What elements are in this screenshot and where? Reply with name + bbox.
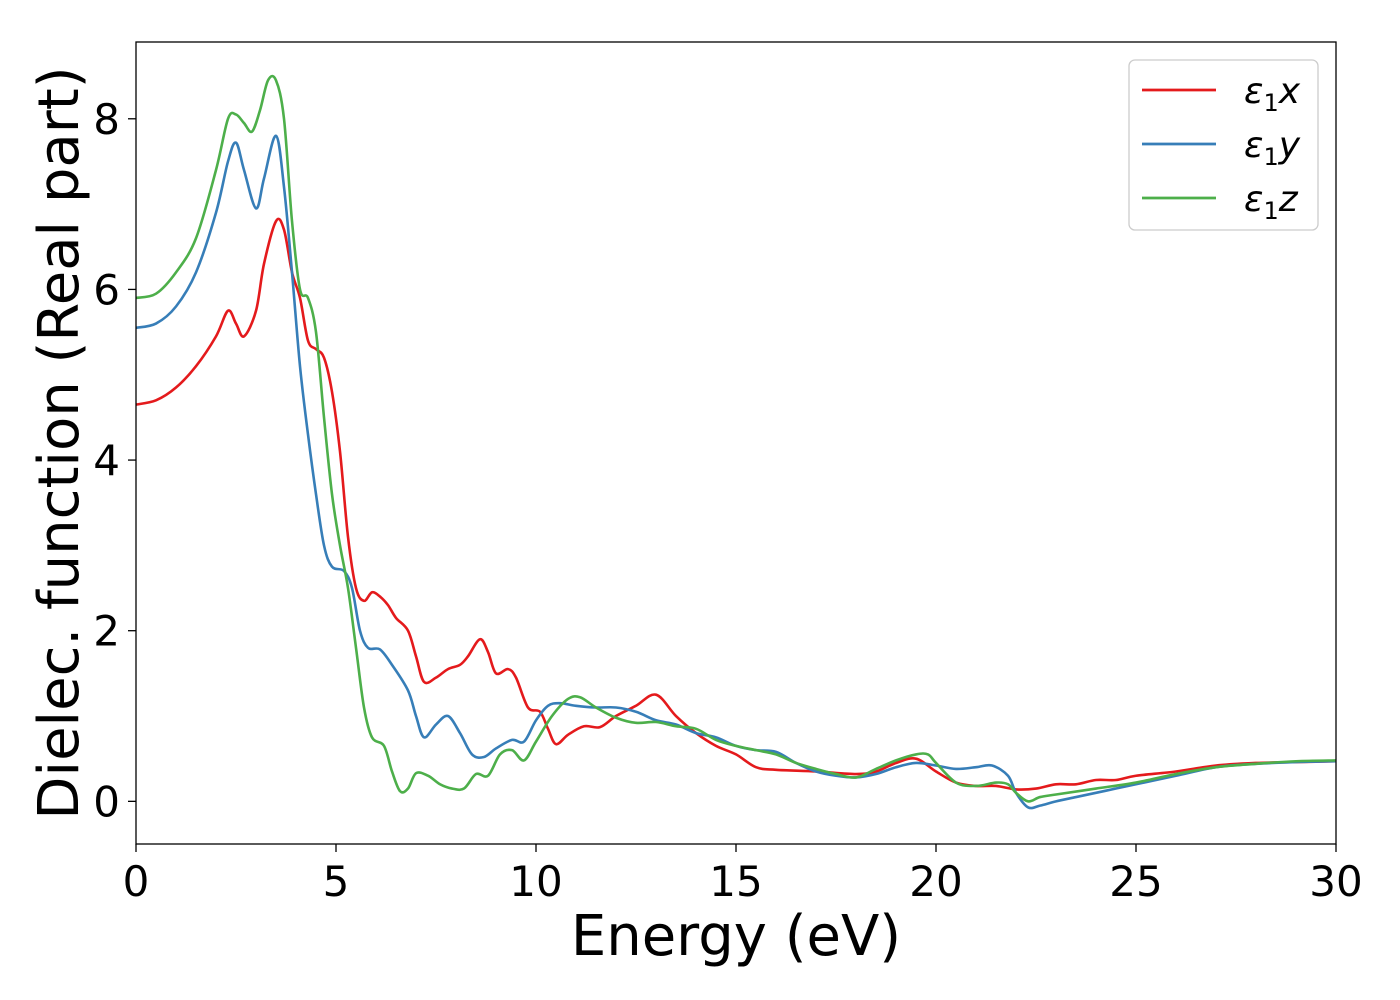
y-tick-label: 2 xyxy=(93,607,120,656)
x-tick-label: 25 xyxy=(1109,857,1162,906)
x-tick-label: 0 xyxy=(123,857,150,906)
legend-entry-y: ε1y xyxy=(1244,125,1301,171)
series-layer xyxy=(136,74,1336,810)
x-axis-label: Energy (eV) xyxy=(571,904,901,969)
y-tick-label: 4 xyxy=(93,436,120,485)
x-tick-label: 5 xyxy=(323,857,350,906)
label-layer: Energy (eV) Dielec. function (Real part) xyxy=(27,66,901,969)
legend-variable: z xyxy=(1278,179,1299,220)
y-tick-label: 6 xyxy=(93,265,120,314)
y-tick-label: 0 xyxy=(93,777,120,826)
legend-symbol: ε xyxy=(1244,125,1263,166)
series-line-z xyxy=(136,74,1336,803)
legend-box xyxy=(1128,59,1319,231)
axes-layer: 0 5 10 15 20 25 30 0 2 4 6 8 xyxy=(93,95,1362,906)
x-tick-label: 30 xyxy=(1309,857,1362,906)
x-tick-label: 10 xyxy=(509,857,562,906)
legend-variable: x xyxy=(1278,71,1301,112)
legend-subscript: 1 xyxy=(1263,89,1278,117)
series-line-x xyxy=(136,217,1336,791)
x-tick-label: 20 xyxy=(909,857,962,906)
legend-variable: y xyxy=(1278,125,1301,166)
legend-entry-z: ε1z xyxy=(1244,179,1299,225)
y-tick-label: 8 xyxy=(93,95,120,144)
y-axis-label: Dielec. function (Real part) xyxy=(27,66,92,819)
frame-layer xyxy=(135,41,1337,845)
x-tick-label: 15 xyxy=(709,857,762,906)
legend-symbol: ε xyxy=(1244,179,1263,220)
legend-subscript: 1 xyxy=(1263,143,1278,171)
legend-symbol: ε xyxy=(1244,71,1263,112)
plot-frame xyxy=(135,41,1337,845)
legend-entry-x: ε1x xyxy=(1244,71,1301,117)
series-line-y xyxy=(136,134,1336,810)
legend-subscript: 1 xyxy=(1263,197,1278,225)
